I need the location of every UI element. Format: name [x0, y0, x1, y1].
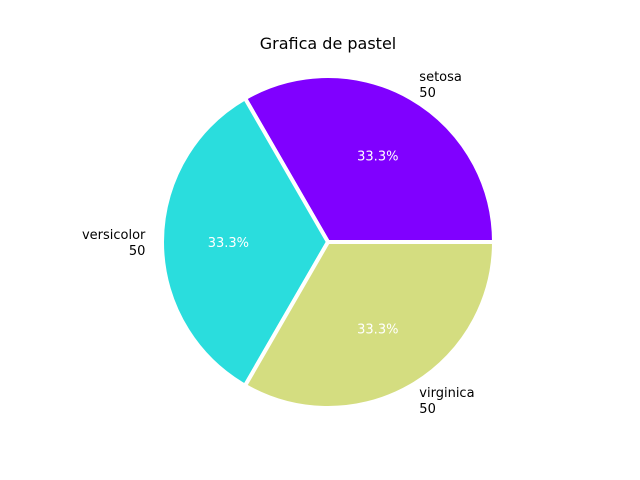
pie-slice-setosa: [243, 74, 496, 244]
slice-name-virginica: virginica: [419, 386, 474, 401]
slice-value-versicolor: 50: [129, 244, 146, 259]
slice-value-setosa: 50: [419, 86, 436, 101]
pie-slice-versicolor: [160, 96, 330, 388]
pct-label-virginica: 33.3%: [357, 322, 398, 337]
slice-name-setosa: setosa: [419, 70, 462, 85]
slice-label-setosa: setosa 50: [419, 70, 462, 101]
pie-slices: [160, 74, 496, 410]
pct-label-setosa: 33.3%: [357, 150, 398, 165]
slice-label-virginica: virginica 50: [419, 386, 474, 417]
slice-name-versicolor: versicolor: [82, 228, 146, 243]
slice-label-versicolor: versicolor 50: [82, 228, 146, 259]
slice-value-virginica: 50: [419, 402, 436, 417]
chart-title: Grafica de pastel: [260, 34, 397, 53]
pct-label-versicolor: 33.3%: [208, 236, 249, 251]
pie-slice-virginica: [243, 240, 496, 410]
